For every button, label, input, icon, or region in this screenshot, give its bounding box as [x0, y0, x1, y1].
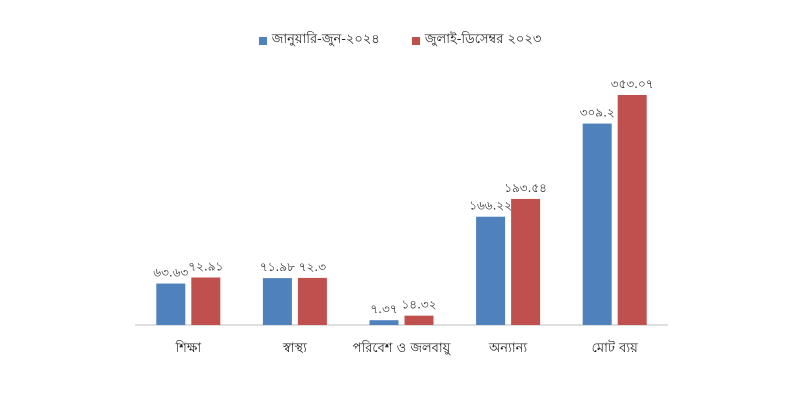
- data-label-2-4: ১৯৩.৫৪: [504, 181, 547, 195]
- data-label-1-3: ৭.৩৭: [370, 302, 397, 316]
- data-label-2-3: ১৪.৩২: [402, 298, 437, 312]
- bar-2-1: [191, 277, 221, 325]
- legend-swatch-series-2: [411, 36, 420, 45]
- bar-2-5: [617, 95, 647, 325]
- data-label-2-1: ৭২.৯১: [188, 260, 223, 274]
- data-label-2-2: ৭২.৩: [299, 260, 326, 274]
- category-label-5: মোট ব্যয়: [592, 340, 638, 356]
- bar-2-2: [297, 277, 327, 325]
- bar-2-4: [511, 198, 541, 325]
- legend-label-series-2: জুলাই-ডিসেম্বর ২০২৩: [424, 32, 542, 47]
- data-label-1-1: ৬৩.৬৩: [153, 266, 188, 280]
- category-label-4: অন্যান্য: [488, 341, 527, 356]
- data-label-1-5: ৩০৯.২: [580, 106, 615, 120]
- legend-item-series-1: জানুয়ারি-জুন-২০২৪: [258, 30, 380, 51]
- data-label-2-5: ৩৫৩.০৭: [611, 77, 654, 91]
- category-label-1: শিক্ষা: [174, 340, 201, 356]
- bar-1-3: [369, 320, 399, 325]
- bar-1-1: [156, 283, 186, 325]
- bar-1-2: [262, 278, 292, 325]
- legend: জানুয়ারি-জুন-২০২৪ জুলাই-ডিসেম্বর ২০২৩: [0, 30, 800, 51]
- legend-swatch-series-1: [258, 36, 267, 45]
- bar-1-5: [582, 123, 612, 325]
- bar-1-4: [476, 216, 506, 325]
- data-label-1-4: ১৬৬.২২: [469, 199, 512, 213]
- category-label-3: পরিবেশ ও জলবায়ু: [353, 340, 452, 356]
- bar-2-3: [404, 315, 434, 325]
- data-label-1-2: ৭১.৯৮: [260, 260, 295, 274]
- legend-label-series-1: জানুয়ারি-জুন-২০২৪: [271, 32, 380, 47]
- legend-item-series-2: জুলাই-ডিসেম্বর ২০২৩: [411, 30, 542, 51]
- category-label-2: স্বাস্থ্য: [282, 341, 307, 356]
